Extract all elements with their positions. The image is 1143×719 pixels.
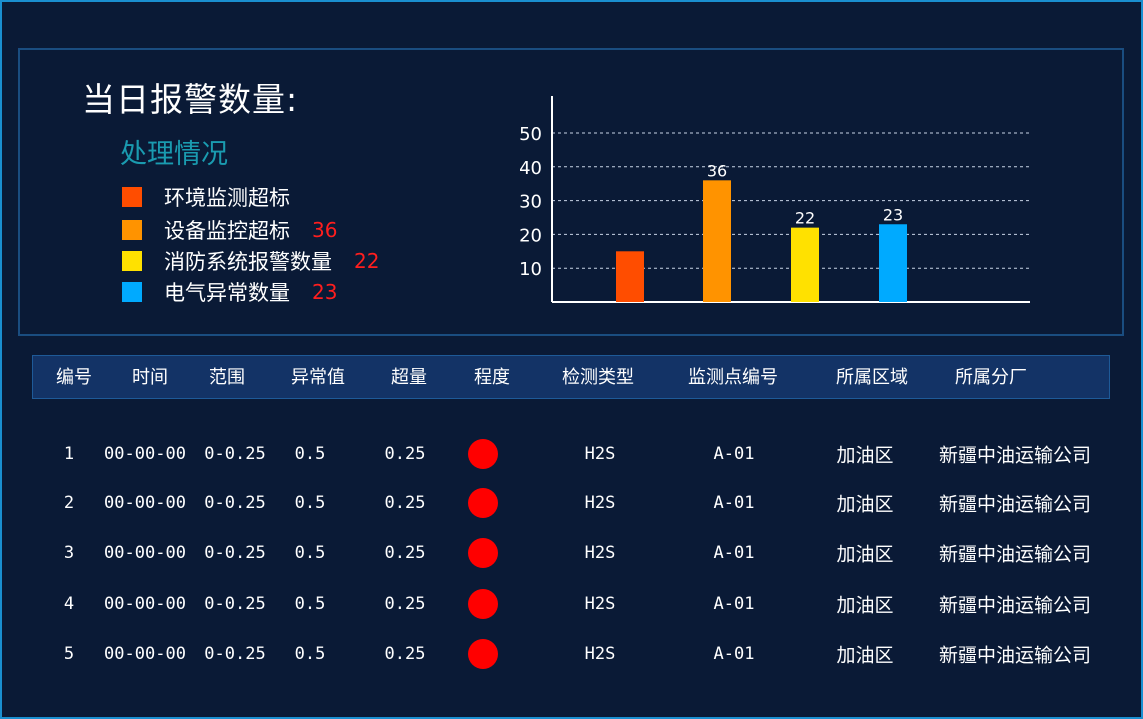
legend-label: 环境监测超标 xyxy=(164,186,290,210)
section-subtitle: 处理情况 xyxy=(120,139,228,170)
severity-indicator xyxy=(468,439,498,469)
legend-swatch xyxy=(122,282,142,302)
column-header: 编号 xyxy=(56,367,92,388)
legend-item: 环境监测超标 xyxy=(122,182,312,212)
legend-swatch xyxy=(122,187,142,207)
table-cell-point: A-01 xyxy=(713,594,755,614)
table-cell-branch: 新疆中油运输公司 xyxy=(938,444,1092,467)
bar-data-label: 22 xyxy=(795,209,815,228)
column-header: 监测点编号 xyxy=(688,367,778,388)
severity-indicator xyxy=(468,488,498,518)
legend-count: 36 xyxy=(312,218,338,242)
table-cell-point: A-01 xyxy=(713,444,755,464)
alarm-summary-panel xyxy=(18,48,1124,336)
table-cell-type: H2S xyxy=(584,594,616,614)
column-header: 范围 xyxy=(209,367,245,388)
legend-item: 消防系统报警数量 22 xyxy=(122,246,379,276)
legend-label: 电气异常数量 xyxy=(164,281,290,305)
y-tick-label: 40 xyxy=(519,158,542,179)
legend-count: 22 xyxy=(354,249,380,273)
table-cell-value: 0.5 xyxy=(294,444,326,464)
table-cell-value: 0.5 xyxy=(294,644,326,664)
bar-data-label: 23 xyxy=(883,205,903,224)
severity-indicator xyxy=(468,639,498,669)
severity-indicator xyxy=(468,589,498,619)
table-cell-id: 5 xyxy=(63,644,75,664)
column-header: 所属分厂 xyxy=(955,367,1027,388)
column-header: 异常值 xyxy=(291,367,345,388)
table-cell-area: 加油区 xyxy=(836,493,894,516)
bar xyxy=(791,227,819,302)
legend-item: 电气异常数量 23 xyxy=(122,277,337,307)
table-cell-id: 4 xyxy=(63,594,75,614)
column-header: 检测类型 xyxy=(562,367,634,388)
y-tick-label: 20 xyxy=(519,225,542,246)
table-cell-time: 00-00-00 xyxy=(104,444,186,464)
bar-data-label: 36 xyxy=(707,161,727,180)
severity-indicator xyxy=(468,538,498,568)
table-cell-id: 3 xyxy=(63,543,75,563)
y-tick-label: 30 xyxy=(519,192,542,213)
table-cell-branch: 新疆中油运输公司 xyxy=(938,594,1092,617)
column-header: 所属区域 xyxy=(836,367,908,388)
table-cell-value: 0.5 xyxy=(294,594,326,614)
page-title: 当日报警数量: xyxy=(82,80,299,119)
legend-swatch xyxy=(122,220,142,240)
table-cell-excess: 0.25 xyxy=(384,444,426,464)
legend-item: 设备监控超标 36 xyxy=(122,215,337,245)
table-cell-excess: 0.25 xyxy=(384,644,426,664)
legend-count: 23 xyxy=(312,280,338,304)
table-cell-area: 加油区 xyxy=(836,644,894,667)
table-cell-range: 0-0.25 xyxy=(204,444,266,464)
legend-label: 设备监控超标 xyxy=(164,219,290,243)
table-cell-area: 加油区 xyxy=(836,594,894,617)
y-tick-label: 50 xyxy=(519,124,542,145)
table-cell-excess: 0.25 xyxy=(384,493,426,513)
column-header: 超量 xyxy=(391,367,427,388)
table-cell-branch: 新疆中油运输公司 xyxy=(938,644,1092,667)
table-cell-time: 00-00-00 xyxy=(104,644,186,664)
table-cell-value: 0.5 xyxy=(294,493,326,513)
legend-swatch xyxy=(122,251,142,271)
y-tick-label: 10 xyxy=(519,259,542,280)
alarm-bar-chart: 10 20 30 40 50 36 22 23 xyxy=(519,96,1030,303)
table-cell-type: H2S xyxy=(584,493,616,513)
table-cell-area: 加油区 xyxy=(836,543,894,566)
bar xyxy=(879,224,907,302)
table-cell-excess: 0.25 xyxy=(384,594,426,614)
table-cell-time: 00-00-00 xyxy=(104,493,186,513)
table-cell-time: 00-00-00 xyxy=(104,594,186,614)
column-header: 时间 xyxy=(132,367,168,388)
table-cell-point: A-01 xyxy=(713,644,755,664)
table-cell-type: H2S xyxy=(584,444,616,464)
table-cell-type: H2S xyxy=(584,644,616,664)
table-cell-id: 1 xyxy=(63,444,75,464)
table-cell-value: 0.5 xyxy=(294,543,326,563)
table-cell-point: A-01 xyxy=(713,543,755,563)
table-cell-area: 加油区 xyxy=(836,444,894,467)
table-cell-point: A-01 xyxy=(713,493,755,513)
table-cell-range: 0-0.25 xyxy=(204,543,266,563)
table-cell-time: 00-00-00 xyxy=(104,543,186,563)
table-cell-range: 0-0.25 xyxy=(204,594,266,614)
table-cell-branch: 新疆中油运输公司 xyxy=(938,493,1092,516)
table-cell-range: 0-0.25 xyxy=(204,493,266,513)
table-cell-excess: 0.25 xyxy=(384,543,426,563)
table-cell-range: 0-0.25 xyxy=(204,644,266,664)
table-cell-type: H2S xyxy=(584,543,616,563)
table-cell-branch: 新疆中油运输公司 xyxy=(938,543,1092,566)
bar xyxy=(616,251,644,302)
table-header: 编号 时间 范围 异常值 超量 程度 检测类型 监测点编号 所属区域 所属分厂 xyxy=(32,355,1110,399)
bar xyxy=(703,180,731,302)
column-header: 程度 xyxy=(474,367,510,388)
legend-label: 消防系统报警数量 xyxy=(164,250,332,274)
table-cell-id: 2 xyxy=(63,493,75,513)
